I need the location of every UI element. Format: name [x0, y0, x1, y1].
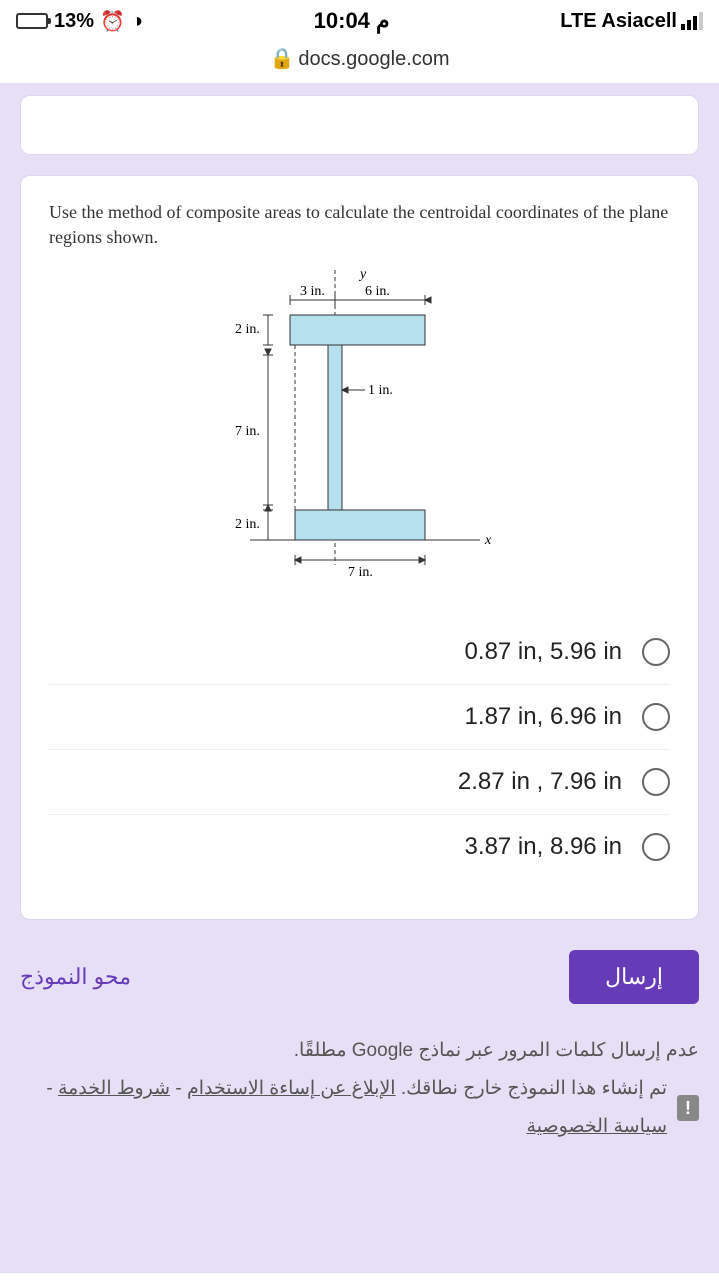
dim-7in-bot: 7 in. [348, 565, 373, 580]
dim-6in: 6 in. [365, 284, 390, 299]
battery-percent: 13% [54, 10, 94, 33]
option-row[interactable]: 2.87 in , 7.96 in [49, 749, 670, 814]
dim-7in: 7 in. [235, 424, 260, 439]
dim-3in: 3 in. [300, 284, 325, 299]
question-text: Use the method of composite areas to cal… [49, 200, 670, 250]
footer: عدم إرسال كلمات المرور عبر نماذج Google … [20, 1032, 699, 1146]
radio-button[interactable] [642, 638, 670, 666]
clear-button[interactable]: محو النموذج [20, 964, 131, 990]
dim-2in-bot: 2 in. [235, 517, 260, 532]
alarm-icon: ⏰ [100, 9, 125, 34]
option-label: 2.87 in , 7.96 in [458, 768, 622, 796]
privacy-link[interactable]: سياسة الخصوصية [527, 1116, 668, 1137]
url-text: docs.google.com [298, 48, 449, 70]
radio-button[interactable] [642, 703, 670, 731]
battery-icon [16, 13, 48, 29]
axis-y-label: y [358, 267, 367, 282]
options-group: 0.87 in, 5.96 in 1.87 in, 6.96 in 2.87 i… [49, 620, 670, 879]
signal-icon [681, 12, 703, 30]
dim-1in: 1 in. [368, 383, 393, 398]
status-time: 10:04 م [314, 8, 390, 34]
submit-button[interactable]: إرسال [569, 950, 699, 1004]
radio-button[interactable] [642, 833, 670, 861]
footer-lead: تم إنشاء هذا النموذج خارج نطاقك. [401, 1078, 667, 1099]
report-abuse-link[interactable]: الإبلاغ عن إساءة الاستخدام [187, 1078, 396, 1099]
axis-x-label: x [484, 533, 492, 548]
option-label: 0.87 in, 5.96 in [465, 638, 622, 666]
status-bar: 13% ⏰ ◑ 10:04 م LTE Asiacell [0, 0, 719, 42]
moon-icon: ◑ [131, 10, 143, 33]
option-row[interactable]: 1.87 in, 6.96 in [49, 684, 670, 749]
ibeam-diagram: y x 3 in. 6 in. [200, 260, 520, 590]
option-row[interactable]: 0.87 in, 5.96 in [49, 620, 670, 684]
option-row[interactable]: 3.87 in, 8.96 in [49, 814, 670, 879]
option-label: 3.87 in, 8.96 in [465, 833, 622, 861]
info-icon: ! [677, 1095, 699, 1121]
carrier-label: LTE Asiacell [560, 10, 677, 33]
option-label: 1.87 in, 6.96 in [465, 703, 622, 731]
lock-icon: 🔒 [269, 48, 294, 70]
radio-button[interactable] [642, 768, 670, 796]
question-card: Use the method of composite areas to cal… [20, 175, 699, 920]
terms-link[interactable]: شروط الخدمة [58, 1078, 170, 1099]
footer-warning: عدم إرسال كلمات المرور عبر نماذج Google … [20, 1032, 699, 1070]
url-bar[interactable]: 🔒docs.google.com [0, 42, 719, 83]
dim-2in-top: 2 in. [235, 322, 260, 337]
buttons-row: محو النموذج إرسال [20, 950, 699, 1004]
prev-card-edge [20, 95, 699, 155]
